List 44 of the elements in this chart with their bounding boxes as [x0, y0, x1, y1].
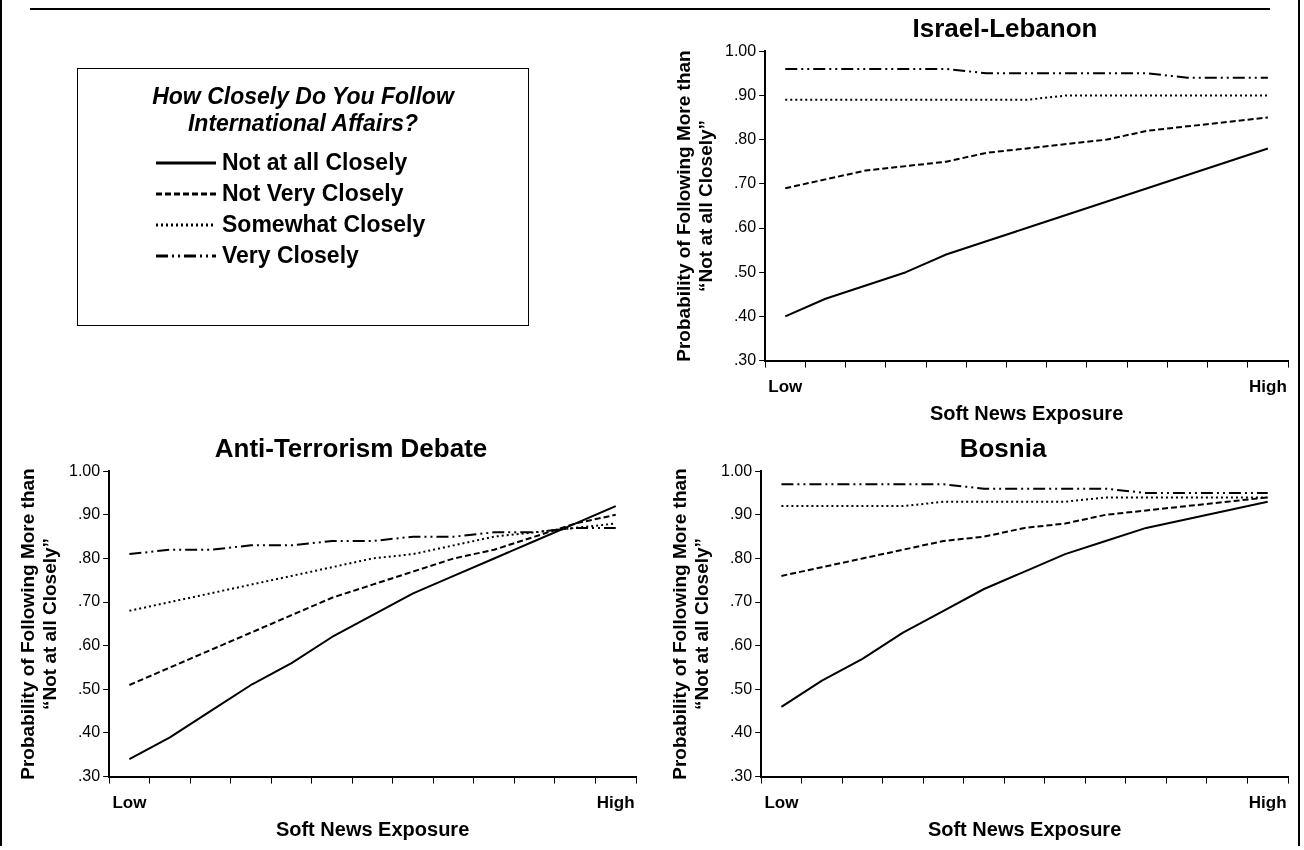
- y-tick-label: .60: [77, 636, 101, 654]
- y-tick-label: 1.00: [725, 41, 757, 59]
- x-tick-label: High: [1249, 377, 1287, 397]
- y-tick-label: .60: [729, 636, 753, 654]
- y-tick-label: .40: [77, 723, 101, 741]
- y-tick-label: .80: [77, 548, 101, 566]
- y-tick-label: .80: [733, 130, 757, 148]
- y-tick-label: .60: [733, 218, 757, 236]
- x-axis-title: Soft News Exposure: [927, 817, 1122, 840]
- x-tick-label: High: [596, 793, 635, 813]
- y-axis-title: Probability of Following More than “Not at all Closely”: [669, 467, 713, 782]
- y-tick-label: .30: [77, 767, 101, 785]
- y-axis-title: Probability of Following More than “Not at all Closely”: [17, 467, 61, 782]
- y-tick-label: .30: [729, 767, 753, 785]
- y-tick-label: .50: [733, 262, 757, 280]
- legend-label: Somewhat Closely: [222, 210, 426, 239]
- y-tick-label: .50: [729, 679, 753, 697]
- y-tick-label: .70: [733, 174, 757, 192]
- legend-label: Very Closely: [222, 241, 359, 270]
- x-tick-label: High: [1248, 793, 1287, 813]
- y-tick-label: .30: [733, 351, 757, 369]
- y-tick-label: .90: [77, 505, 101, 523]
- legend-label: Not at all Closely: [222, 148, 408, 177]
- chart-title: Bosnia: [959, 432, 1047, 463]
- y-tick-label: .90: [729, 505, 753, 523]
- legend-title: How Closely Do You Follow International Affairs?: [151, 83, 456, 137]
- x-axis-title: Soft News Exposure: [275, 817, 470, 840]
- y-tick-label: .40: [729, 723, 753, 741]
- y-tick-label: .80: [729, 548, 753, 566]
- y-tick-label: .50: [77, 679, 101, 697]
- chart-title: Israel-Lebanon: [912, 12, 1098, 43]
- y-tick-label: .70: [77, 592, 101, 610]
- y-tick-label: 1.00: [721, 461, 753, 479]
- y-tick-label: 1.00: [69, 461, 101, 479]
- x-tick-label: Low: [764, 793, 800, 813]
- y-axis-title: Probability of Following More than “Not at all Closely”: [672, 49, 717, 364]
- chart-title: Anti-Terrorism Debate: [214, 432, 488, 463]
- legend-label: Not Very Closely: [222, 179, 404, 208]
- y-tick-label: .90: [733, 85, 757, 103]
- y-tick-label: .40: [733, 306, 757, 324]
- x-axis-title: Soft News Exposure: [929, 401, 1124, 424]
- x-tick-label: Low: [112, 793, 148, 813]
- x-tick-label: Low: [768, 377, 804, 397]
- y-tick-label: .70: [729, 592, 753, 610]
